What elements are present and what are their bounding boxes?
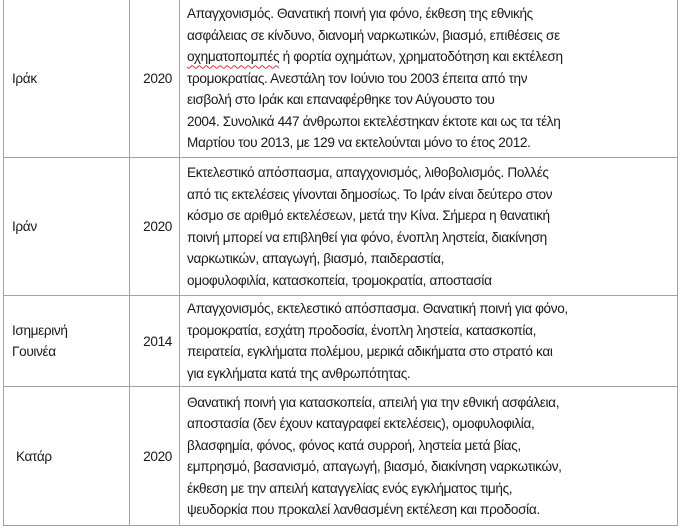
description-line: κόσμο σε αριθμό εκτελέσεων, μετά την Κίν…	[187, 208, 550, 223]
country-cell: Ιράν	[3, 157, 130, 296]
description-line: Θανατική ποινή για κατασκοπεία, απειλή γ…	[187, 394, 560, 410]
description-line: αποστασία (δεν έχουν καταγραφεί εκτελέσε…	[187, 416, 535, 431]
description-line: ναρκωτικών, απαγωγή, βιασμό, παιδεραστία…	[187, 251, 445, 266]
description-cell: Απαγχονισμός. Θανατική ποινή για φόνο, έ…	[179, 0, 678, 158]
description-line: από τις εκτελέσεις γίνονται δημοσίως. Το…	[187, 186, 553, 202]
description-line-rest: ή φορτία οχημάτων, χρηματοδότηση και εκτ…	[279, 49, 563, 65]
description-line: εισβολή στο Ιράκ και επαναφέρθηκε τον Αύ…	[187, 92, 495, 108]
description-line: τρομοκρατία, εσχάτη προδοσία, ένοπλη λησ…	[187, 322, 536, 338]
description-line: βλασφημία, φόνος, φόνος κατά συρροή, λησ…	[187, 437, 521, 453]
description-line: ποινή μπορεί να επιβληθεί για φόνο, ένοπ…	[187, 229, 547, 245]
year-cell: 2020	[129, 0, 180, 158]
description-line: τρομοκρατίας. Ανεστάλη τον Ιούνιο του 20…	[187, 70, 528, 86]
description-line: για εγκλήματα κατά της ανθρωπότητας.	[187, 365, 411, 381]
description-line: ψευδορκία που προκαλεί λανθασμένη εκτέλε…	[187, 502, 540, 517]
country-line: Γουινέα	[12, 344, 56, 359]
description-line: Απαγχονισμός. Θανατική ποινή για φόνο, έ…	[187, 6, 533, 22]
description-line: 2004. Συνολικά 447 άνθρωποι εκτελέστηκαν…	[187, 113, 561, 129]
description-line: Εκτελεστικό απόσπασμα, απαγχονισμός, λιθ…	[187, 165, 549, 180]
table-row: Κατάρ 2020 Θανατική ποινή για κατασκοπεί…	[3, 386, 678, 526]
country-cell: Ιράκ	[3, 0, 130, 158]
description-line: έκθεση με την απειλή καταγγελίας ενός εγ…	[187, 480, 513, 496]
year-cell: 2014	[129, 295, 180, 387]
table-row: Ιράν 2020 Εκτελεστικό απόσπασμα, απαγχον…	[3, 157, 678, 296]
description-line: οχηματοπομπές ή φορτία οχημάτων, χρηματο…	[187, 46, 675, 68]
country-cell: Κατάρ	[3, 386, 130, 526]
description-cell: Εκτελεστικό απόσπασμα, απαγχονισμός, λιθ…	[179, 157, 678, 296]
year-cell: 2020	[129, 386, 180, 526]
death-penalty-table: Ιράκ 2020 Απαγχονισμός. Θανατική ποινή γ…	[3, 0, 678, 526]
spellcheck-word: οχηματοπομπές	[187, 49, 280, 65]
description-line: Απαγχονισμός, εκτελεστικό απόσπασμα. Θαν…	[187, 301, 568, 316]
description-line: πειρατεία, εγκλήματα πολέμου, μερικά αδι…	[187, 344, 553, 359]
country-cell: Ισημερινή Γουινέα	[3, 295, 130, 387]
description-line: Μαρτίου του 2013, με 129 να εκτελούνται …	[187, 135, 531, 151]
year-cell: 2020	[129, 157, 180, 296]
table-row: Ιράκ 2020 Απαγχονισμός. Θανατική ποινή γ…	[3, 0, 678, 158]
description-line: εμπρησμό, βασανισμό, απαγωγή, βιασμό, δι…	[187, 459, 562, 474]
table-row: Ισημερινή Γουινέα 2014 Απαγχονισμός, εκτ…	[3, 295, 678, 387]
description-line: ασφάλειας σε κίνδυνο, διανομή ναρκωτικών…	[187, 27, 560, 43]
description-cell: Απαγχονισμός, εκτελεστικό απόσπασμα. Θαν…	[179, 295, 678, 387]
country-line: Ισημερινή	[12, 322, 68, 338]
description-line: ομοφυλοφιλία, κατασκοπεία, τρομοκρατία, …	[187, 272, 492, 288]
description-cell: Θανατική ποινή για κατασκοπεία, απειλή γ…	[179, 386, 678, 526]
